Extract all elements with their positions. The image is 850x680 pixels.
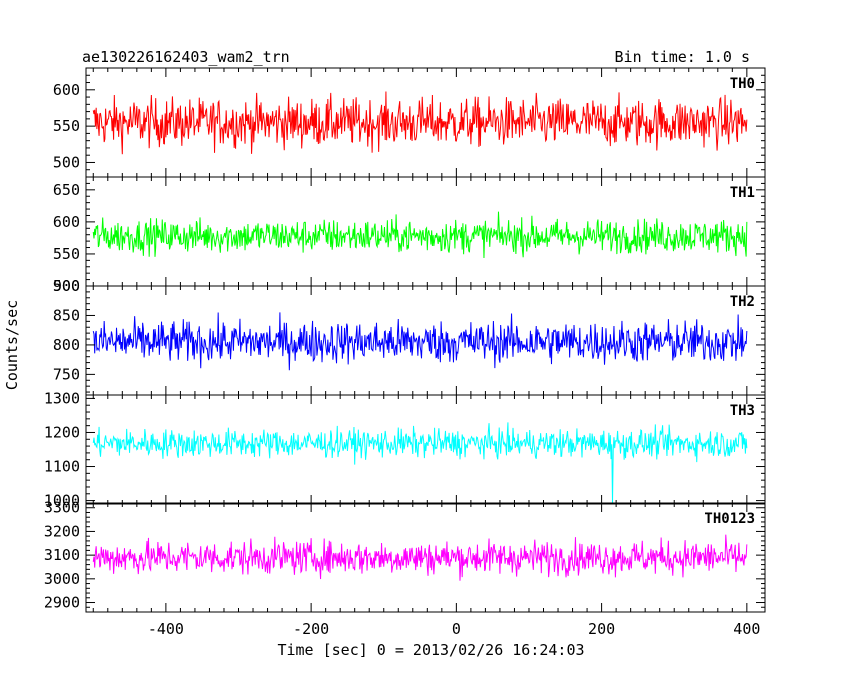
x-axis-label: Time [sec] 0 = 2013/02/26 16:24:03 [277, 641, 584, 659]
y-tick-label: 1100 [44, 458, 80, 476]
y-tick-label: 3300 [44, 499, 80, 517]
x-tick-label: -200 [293, 620, 329, 638]
y-axis-label: Counts/sec [3, 300, 21, 390]
y-tick-label: 550 [53, 245, 80, 263]
y-tick-label: 500 [53, 277, 80, 295]
panel-label-th2: TH2 [730, 294, 755, 310]
bin-time-label: Bin time: 1.0 s [615, 48, 750, 66]
panel-label-th0: TH0 [730, 76, 755, 92]
y-tick-label: 3000 [44, 570, 80, 588]
x-tick-label: -400 [148, 620, 184, 638]
y-tick-label: 650 [53, 181, 80, 199]
y-tick-label: 850 [53, 306, 80, 324]
x-tick-label: 400 [733, 620, 760, 638]
chart-title: ae130226162403_wam2_trn [82, 48, 290, 66]
series-th0-line [92, 91, 748, 155]
y-tick-label: 2900 [44, 594, 80, 612]
x-axis: -400 -200 0 200 400 [148, 620, 761, 638]
y-tick-label: 750 [53, 365, 80, 383]
panel-label-th1: TH1 [730, 185, 755, 201]
panel-frame [85, 285, 766, 396]
panel-th0123: 2900 3000 3100 3200 3300 TH0123 [44, 499, 766, 613]
series-th0123-line [92, 534, 748, 581]
panel-frame [85, 394, 766, 505]
y-tick-label: 550 [53, 117, 80, 135]
panel-frame [85, 502, 766, 613]
panel-th2: 750 800 850 900 TH2 [53, 277, 766, 396]
y-tick-label: 900 [53, 277, 80, 295]
panel-label-th3: TH3 [730, 403, 755, 419]
panel-label-th0123: TH0123 [704, 511, 755, 527]
y-tick-label: 800 [53, 336, 80, 354]
y-tick-label: 3100 [44, 546, 80, 564]
panel-th3: 1000 1100 1200 1300 TH3 [44, 389, 766, 510]
series-th2-line [92, 312, 748, 371]
y-tick-label: 1000 [44, 492, 80, 510]
series-th1-line [92, 211, 748, 258]
series-th3-line [92, 422, 748, 504]
y-tick-label: 1200 [44, 423, 80, 441]
panel-th1: 500 550 600 650 TH1 [53, 176, 766, 295]
y-tick-label: 1300 [44, 389, 80, 407]
y-tick-label: 600 [53, 213, 80, 231]
x-tick-label: 200 [588, 620, 615, 638]
panel-th0: 500 550 600 TH0 [53, 67, 766, 178]
y-tick-label: 3200 [44, 522, 80, 540]
x-tick-label: 0 [452, 620, 461, 638]
panel-stack: 500 550 600 TH0 500 550 600 650 TH1 750 800 850 900 T… [44, 67, 766, 613]
y-tick-label: 600 [53, 81, 80, 99]
y-tick-label: 500 [53, 153, 80, 171]
